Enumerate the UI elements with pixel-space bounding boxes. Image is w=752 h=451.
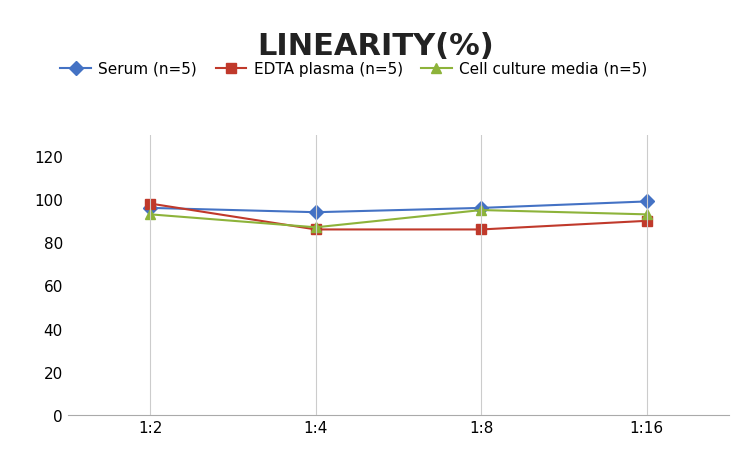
- Cell culture media (n=5): [642, 212, 651, 217]
- Serum (n=5): [146, 206, 155, 211]
- Cell culture media (n=5): [311, 225, 320, 230]
- Serum (n=5): [311, 210, 320, 216]
- Serum (n=5): [477, 206, 486, 211]
- Cell culture media (n=5): [477, 208, 486, 213]
- EDTA plasma (n=5): [311, 227, 320, 233]
- Serum (n=5): [642, 199, 651, 205]
- Line: Cell culture media (n=5): Cell culture media (n=5): [146, 206, 651, 233]
- EDTA plasma (n=5): [642, 219, 651, 224]
- Line: EDTA plasma (n=5): EDTA plasma (n=5): [146, 199, 651, 235]
- Text: LINEARITY(%): LINEARITY(%): [258, 32, 494, 60]
- Cell culture media (n=5): [146, 212, 155, 217]
- EDTA plasma (n=5): [146, 202, 155, 207]
- Legend: Serum (n=5), EDTA plasma (n=5), Cell culture media (n=5): Serum (n=5), EDTA plasma (n=5), Cell cul…: [60, 62, 647, 77]
- Line: Serum (n=5): Serum (n=5): [146, 197, 651, 217]
- EDTA plasma (n=5): [477, 227, 486, 233]
